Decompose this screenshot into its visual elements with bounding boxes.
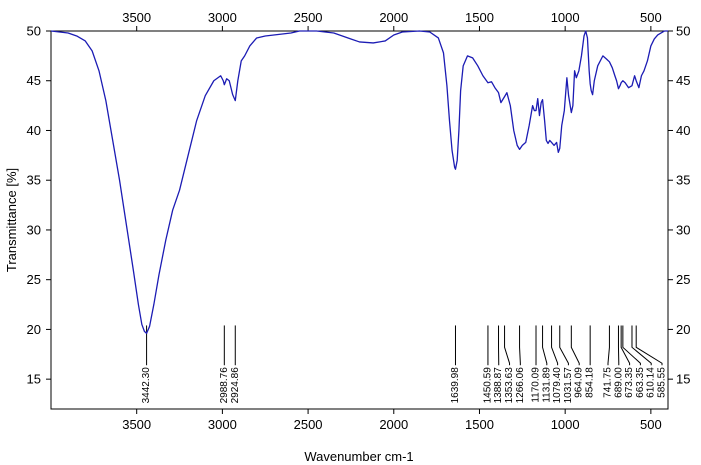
- x-tick-label-bottom: 500: [640, 417, 662, 432]
- y-tick-label-left: 20: [27, 322, 41, 337]
- peak-label: 1031.57: [563, 367, 574, 404]
- y-tick-label-left: 45: [27, 73, 41, 88]
- y-tick-label-left: 40: [27, 123, 41, 138]
- x-tick-label-bottom: 1000: [551, 417, 580, 432]
- peak-label: 2924.86: [230, 367, 241, 404]
- x-tick-label-bottom: 2000: [379, 417, 408, 432]
- peak-markers: 3442.30 2988.76 2924.86 1639.98 1450.59 1388.…: [141, 325, 668, 404]
- x-tick-label-top: 1000: [551, 10, 580, 25]
- peak-marker-line: [559, 325, 569, 366]
- peak-marker-line: [551, 325, 559, 366]
- peak-label: 1450.59: [482, 367, 493, 404]
- y-tick-label-right: 15: [676, 372, 690, 387]
- peak-label: 1131.89: [541, 367, 552, 403]
- peak-marker-line: [542, 325, 548, 366]
- axis-ticks: 3500 3500 3000 3000 2500 2500 2000 2000 1500 1500…: [27, 10, 691, 432]
- peak-marker-line: [631, 325, 652, 366]
- y-axis-title: Transmittance [%]: [4, 168, 19, 272]
- y-tick-label-left: 15: [27, 372, 41, 387]
- peak-label: 663.35: [635, 367, 646, 398]
- y-tick-label-right: 35: [676, 173, 690, 188]
- peak-marker-line: [504, 325, 511, 366]
- x-tick-label-top: 500: [640, 10, 662, 25]
- peak-marker-line: [607, 325, 610, 366]
- peak-marker-line: [570, 325, 580, 366]
- peak-marker-line: [519, 325, 521, 366]
- y-tick-label-left: 50: [27, 24, 41, 39]
- peak-label: 1353.63: [504, 367, 515, 404]
- peak-label: 964.09: [574, 367, 585, 398]
- y-tick-label-left: 30: [27, 222, 41, 237]
- peak-label: 1079.40: [552, 367, 563, 404]
- peak-label: 3442.30: [141, 367, 152, 404]
- y-tick-label-right: 50: [676, 24, 690, 39]
- y-tick-label-right: 25: [676, 272, 690, 287]
- peak-label: 1170.09: [531, 367, 542, 403]
- y-tick-label-right: 20: [676, 322, 690, 337]
- x-tick-label-bottom: 3500: [122, 417, 151, 432]
- peak-label: 610.14: [646, 367, 657, 398]
- peak-label: 689.00: [613, 367, 624, 398]
- peak-marker-line: [622, 325, 641, 366]
- peak-label: 1388.87: [493, 367, 504, 404]
- peak-label: 1266.06: [515, 367, 526, 404]
- peak-marker-line: [635, 325, 663, 366]
- y-tick-label-left: 35: [27, 173, 41, 188]
- x-tick-label-top: 2000: [379, 10, 408, 25]
- x-tick-label-top: 3000: [208, 10, 237, 25]
- peak-label: 673.35: [624, 367, 635, 398]
- peak-label: 854.18: [585, 367, 596, 398]
- peak-label: 585.55: [657, 367, 668, 398]
- peak-marker-line: [620, 325, 631, 366]
- x-tick-label-bottom: 3000: [208, 417, 237, 432]
- spectrum-line: [50, 30, 668, 335]
- x-tick-label-top: 2500: [294, 10, 323, 25]
- peak-label: 1639.98: [450, 367, 461, 404]
- y-tick-label-right: 45: [676, 73, 690, 88]
- x-tick-label-top: 3500: [122, 10, 151, 25]
- x-axis-title: Wavenumber cm-1: [304, 449, 413, 464]
- y-tick-label-right: 30: [676, 222, 690, 237]
- x-tick-label-bottom: 1500: [465, 417, 494, 432]
- y-tick-label-left: 25: [27, 272, 41, 287]
- peak-label: 2988.76: [219, 367, 230, 404]
- y-tick-label-right: 40: [676, 123, 690, 138]
- peak-label: 741.75: [603, 367, 614, 398]
- plot-frame: [50, 30, 669, 410]
- x-tick-label-top: 1500: [465, 10, 494, 25]
- x-tick-label-bottom: 2500: [294, 417, 323, 432]
